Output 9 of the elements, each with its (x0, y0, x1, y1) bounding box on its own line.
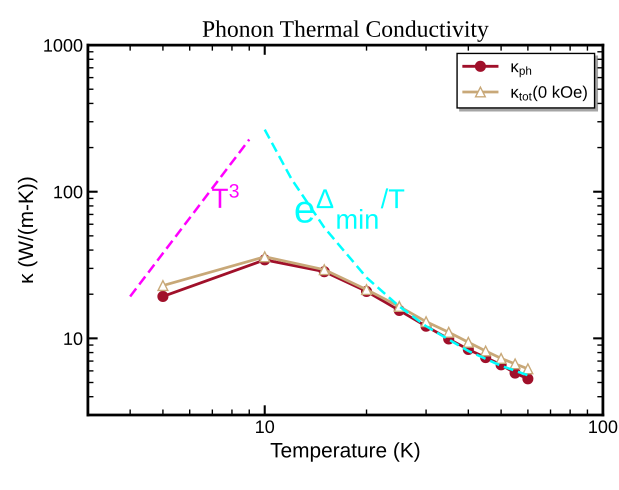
y-tick-label: 10 (64, 332, 82, 346)
x-axis-title: Temperature (K) (270, 442, 420, 462)
annotation: T$^{3}$ (212, 184, 239, 208)
legend-label: κ$_{ph}$ (512, 63, 532, 78)
y-axis-title: κ (W/(m-K)) (18, 178, 38, 282)
legend-label: κ$_{tot}$(0 kOe) (512, 86, 587, 102)
y-tick-label: 1000 (44, 39, 82, 52)
y-tick-label: 100 (54, 186, 82, 198)
chart-title: Phonon Thermal Conductivity (202, 20, 489, 42)
